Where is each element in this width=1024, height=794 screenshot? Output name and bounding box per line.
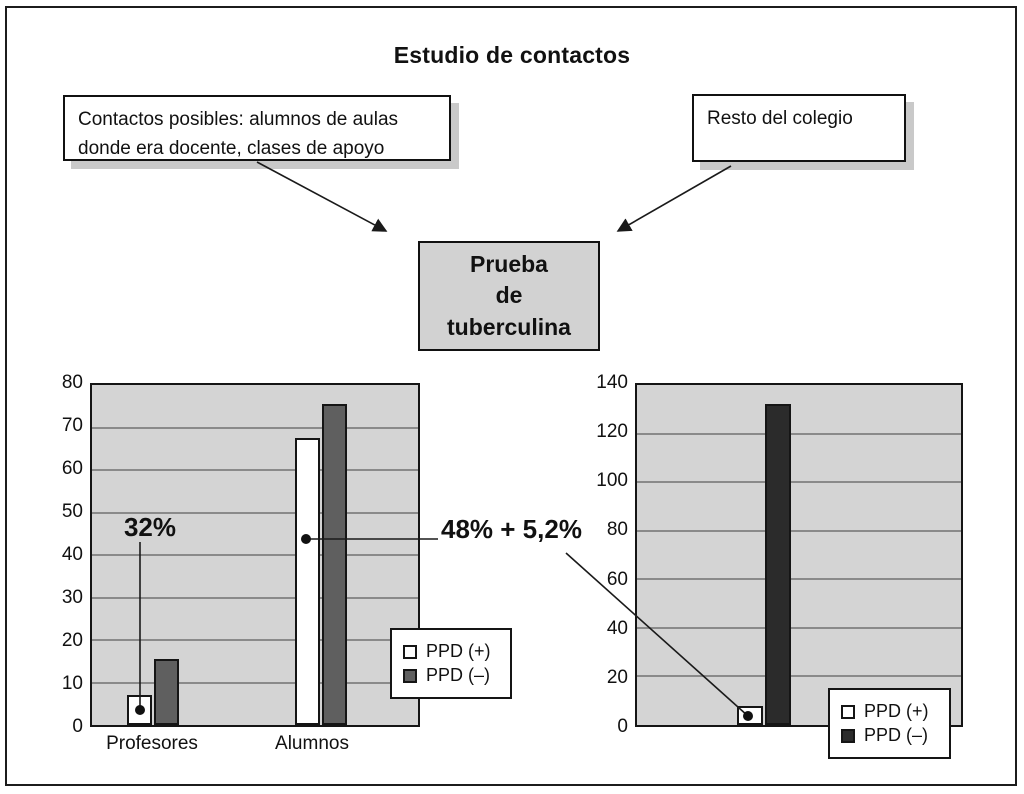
y-tick-label: 0: [72, 716, 83, 737]
bar-Profesores-PPD (+): [126, 695, 152, 725]
y-tick-label: 40: [606, 617, 628, 639]
legend-item: PPD (+): [841, 701, 938, 722]
annotation-alumnos-percentage: 48% + 5,2%: [441, 514, 582, 544]
bar-group-PPD (–): [764, 404, 791, 725]
contacts-callout-text: Contactos posibles: alumnos de aulas don…: [78, 109, 399, 159]
bar-group-PPD (+): [736, 706, 763, 725]
y-tick-label: 50: [61, 501, 83, 522]
rest-of-school-callout-box: Resto del colegio: [692, 94, 906, 162]
legend-label: PPD (+): [864, 701, 929, 721]
y-tick-label: 20: [61, 630, 83, 651]
legend-label: PPD (+): [426, 641, 491, 661]
gridline: [92, 596, 418, 599]
contacts-callout-box: Contactos posibles: alumnos de aulas don…: [63, 95, 451, 161]
y-tick-label: 80: [606, 519, 628, 541]
gridline: [637, 626, 961, 629]
legend-item: PPD (–): [403, 665, 499, 686]
y-tick-label: 100: [596, 470, 628, 492]
gridline: [92, 511, 418, 514]
category-label-Profesores: Profesores: [106, 733, 198, 754]
y-tick-label: 70: [61, 415, 83, 436]
legend-swatch: [403, 668, 417, 683]
legend-chart-1: PPD (+) PPD (–): [828, 688, 951, 759]
figure-title: Estudio de contactos: [393, 42, 631, 68]
gridline: [637, 675, 961, 678]
y-tick-label: 10: [61, 673, 83, 694]
legend-swatch: [841, 728, 855, 743]
gridline: [92, 681, 418, 684]
y-tick-label: 140: [596, 372, 628, 393]
gridline: [637, 432, 961, 435]
legend-label: PPD (–): [864, 725, 929, 745]
y-tick-label: 30: [61, 587, 83, 608]
category-label-Alumnos: Alumnos: [275, 733, 349, 754]
rest-of-school-callout-text: Resto del colegio: [707, 108, 853, 129]
tuberculin-test-box: Prueba de tuberculina: [418, 241, 600, 351]
legend-item: PPD (–): [841, 725, 938, 746]
y-tick-label: 120: [596, 421, 628, 443]
gridline: [92, 426, 418, 429]
y-tick-label: 20: [606, 666, 628, 688]
y-tick-label: 0: [617, 716, 628, 737]
bar-Alumnos-PPD (+): [295, 438, 320, 725]
bar-Alumnos-PPD (–): [322, 404, 347, 725]
legend-item: PPD (+): [403, 641, 499, 662]
y-tick-label: 60: [61, 458, 83, 479]
legend-chart-0: PPD (+) PPD (–): [390, 628, 512, 699]
legend-swatch: [403, 644, 417, 659]
gridline: [637, 529, 961, 532]
gridline: [92, 554, 418, 556]
legend-swatch: [841, 704, 855, 719]
gridline: [92, 639, 418, 641]
chart-plot-1: [635, 383, 963, 727]
y-tick-label: 80: [61, 372, 83, 393]
gridline: [92, 469, 418, 471]
legend-label: PPD (–): [426, 665, 491, 685]
annotation-profesores-percentage: 32%: [123, 512, 177, 542]
y-tick-label: 60: [606, 568, 628, 590]
gridline: [637, 578, 961, 581]
bar-Profesores-PPD (–): [153, 659, 179, 725]
chart-plot-0: [90, 383, 420, 727]
gridline: [637, 481, 961, 484]
y-tick-label: 40: [61, 544, 83, 565]
